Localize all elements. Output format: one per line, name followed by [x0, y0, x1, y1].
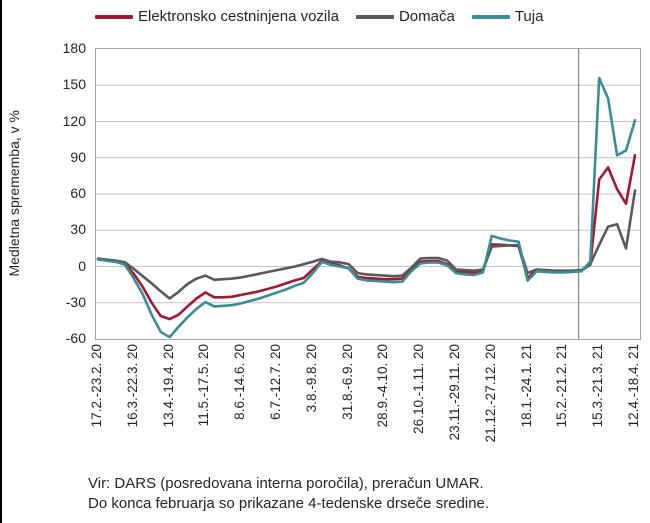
x-axis-label: 16.3.-22.3. 20	[124, 344, 140, 428]
y-tick-label: 60	[70, 185, 86, 201]
y-tick-label: -60	[65, 330, 86, 346]
legend-label: Tuja	[514, 8, 544, 25]
x-axis-label: 26.10.-1.11. 20	[411, 344, 427, 434]
y-tick-label: -30	[65, 293, 86, 310]
x-axis-label: 8.6.-14.6. 20	[232, 344, 248, 420]
y-tick-label: 30	[70, 221, 86, 238]
x-axis-label: 11.5.-17.5. 20	[196, 344, 212, 427]
legend-item-2: Tuja	[471, 8, 544, 25]
legend-line-icon	[355, 14, 394, 19]
series-line-2	[96, 76, 637, 339]
legend-item-0: Elektronsko cestninjena vozila	[95, 8, 339, 25]
y-tick-label: 90	[70, 148, 86, 165]
x-axis-label: 23.11.-29.11. 20	[447, 344, 462, 441]
legend-line-icon	[95, 14, 133, 19]
y-axis-title-text: Medletna sprememba, v %	[6, 109, 22, 277]
y-tick-label: 180	[62, 40, 86, 56]
series-line-1	[96, 189, 637, 300]
x-axis-label: 3.8.-9.8. 20	[303, 344, 319, 413]
legend-label: Domača	[398, 8, 455, 25]
y-tick-label: 120	[62, 112, 86, 129]
source-line: Vir: DARS (posredovana interna poročila)…	[88, 475, 484, 492]
x-axis-label: 6.7.-12.7. 20	[268, 344, 283, 420]
plot-area	[95, 48, 641, 340]
source-note: Vir: DARS (posredovana interna poročila)…	[88, 474, 489, 514]
x-axis-label: 13.4.-19.4. 20	[160, 344, 176, 428]
x-axis-label: 15.2.-21.2. 21	[554, 344, 570, 428]
x-axis-label: 28.9.-4.10. 20	[375, 344, 391, 428]
legend-line-icon	[471, 14, 510, 19]
method-line: Do konca februarja so prikazane 4-tedens…	[88, 494, 490, 512]
legend-item-1: Domača	[355, 8, 455, 25]
series-line-0	[96, 154, 637, 321]
chart-canvas	[96, 49, 640, 339]
x-axis-label: 17.2.-23.2. 20	[89, 344, 104, 428]
figure-left-border	[0, 0, 2, 523]
legend: Elektronsko cestninjena vozila Domača Tuja	[95, 8, 543, 25]
x-axis-label: 12.4.-18.4. 21	[626, 344, 641, 428]
x-axis-label: 15.3.-21.3. 21	[590, 344, 606, 428]
x-axis-label: 21.12.-27.12. 20	[482, 344, 498, 443]
y-tick-label: 0	[78, 257, 86, 274]
x-axis-label: 18.1.-24.1. 21	[518, 344, 534, 428]
y-axis-title: Medletna sprememba, v %	[2, 48, 26, 338]
x-axis-label: 31.8.-6.9. 20	[339, 344, 355, 420]
y-tick-label: 150	[62, 76, 86, 93]
legend-label: Elektronsko cestninjena vozila	[138, 8, 339, 25]
